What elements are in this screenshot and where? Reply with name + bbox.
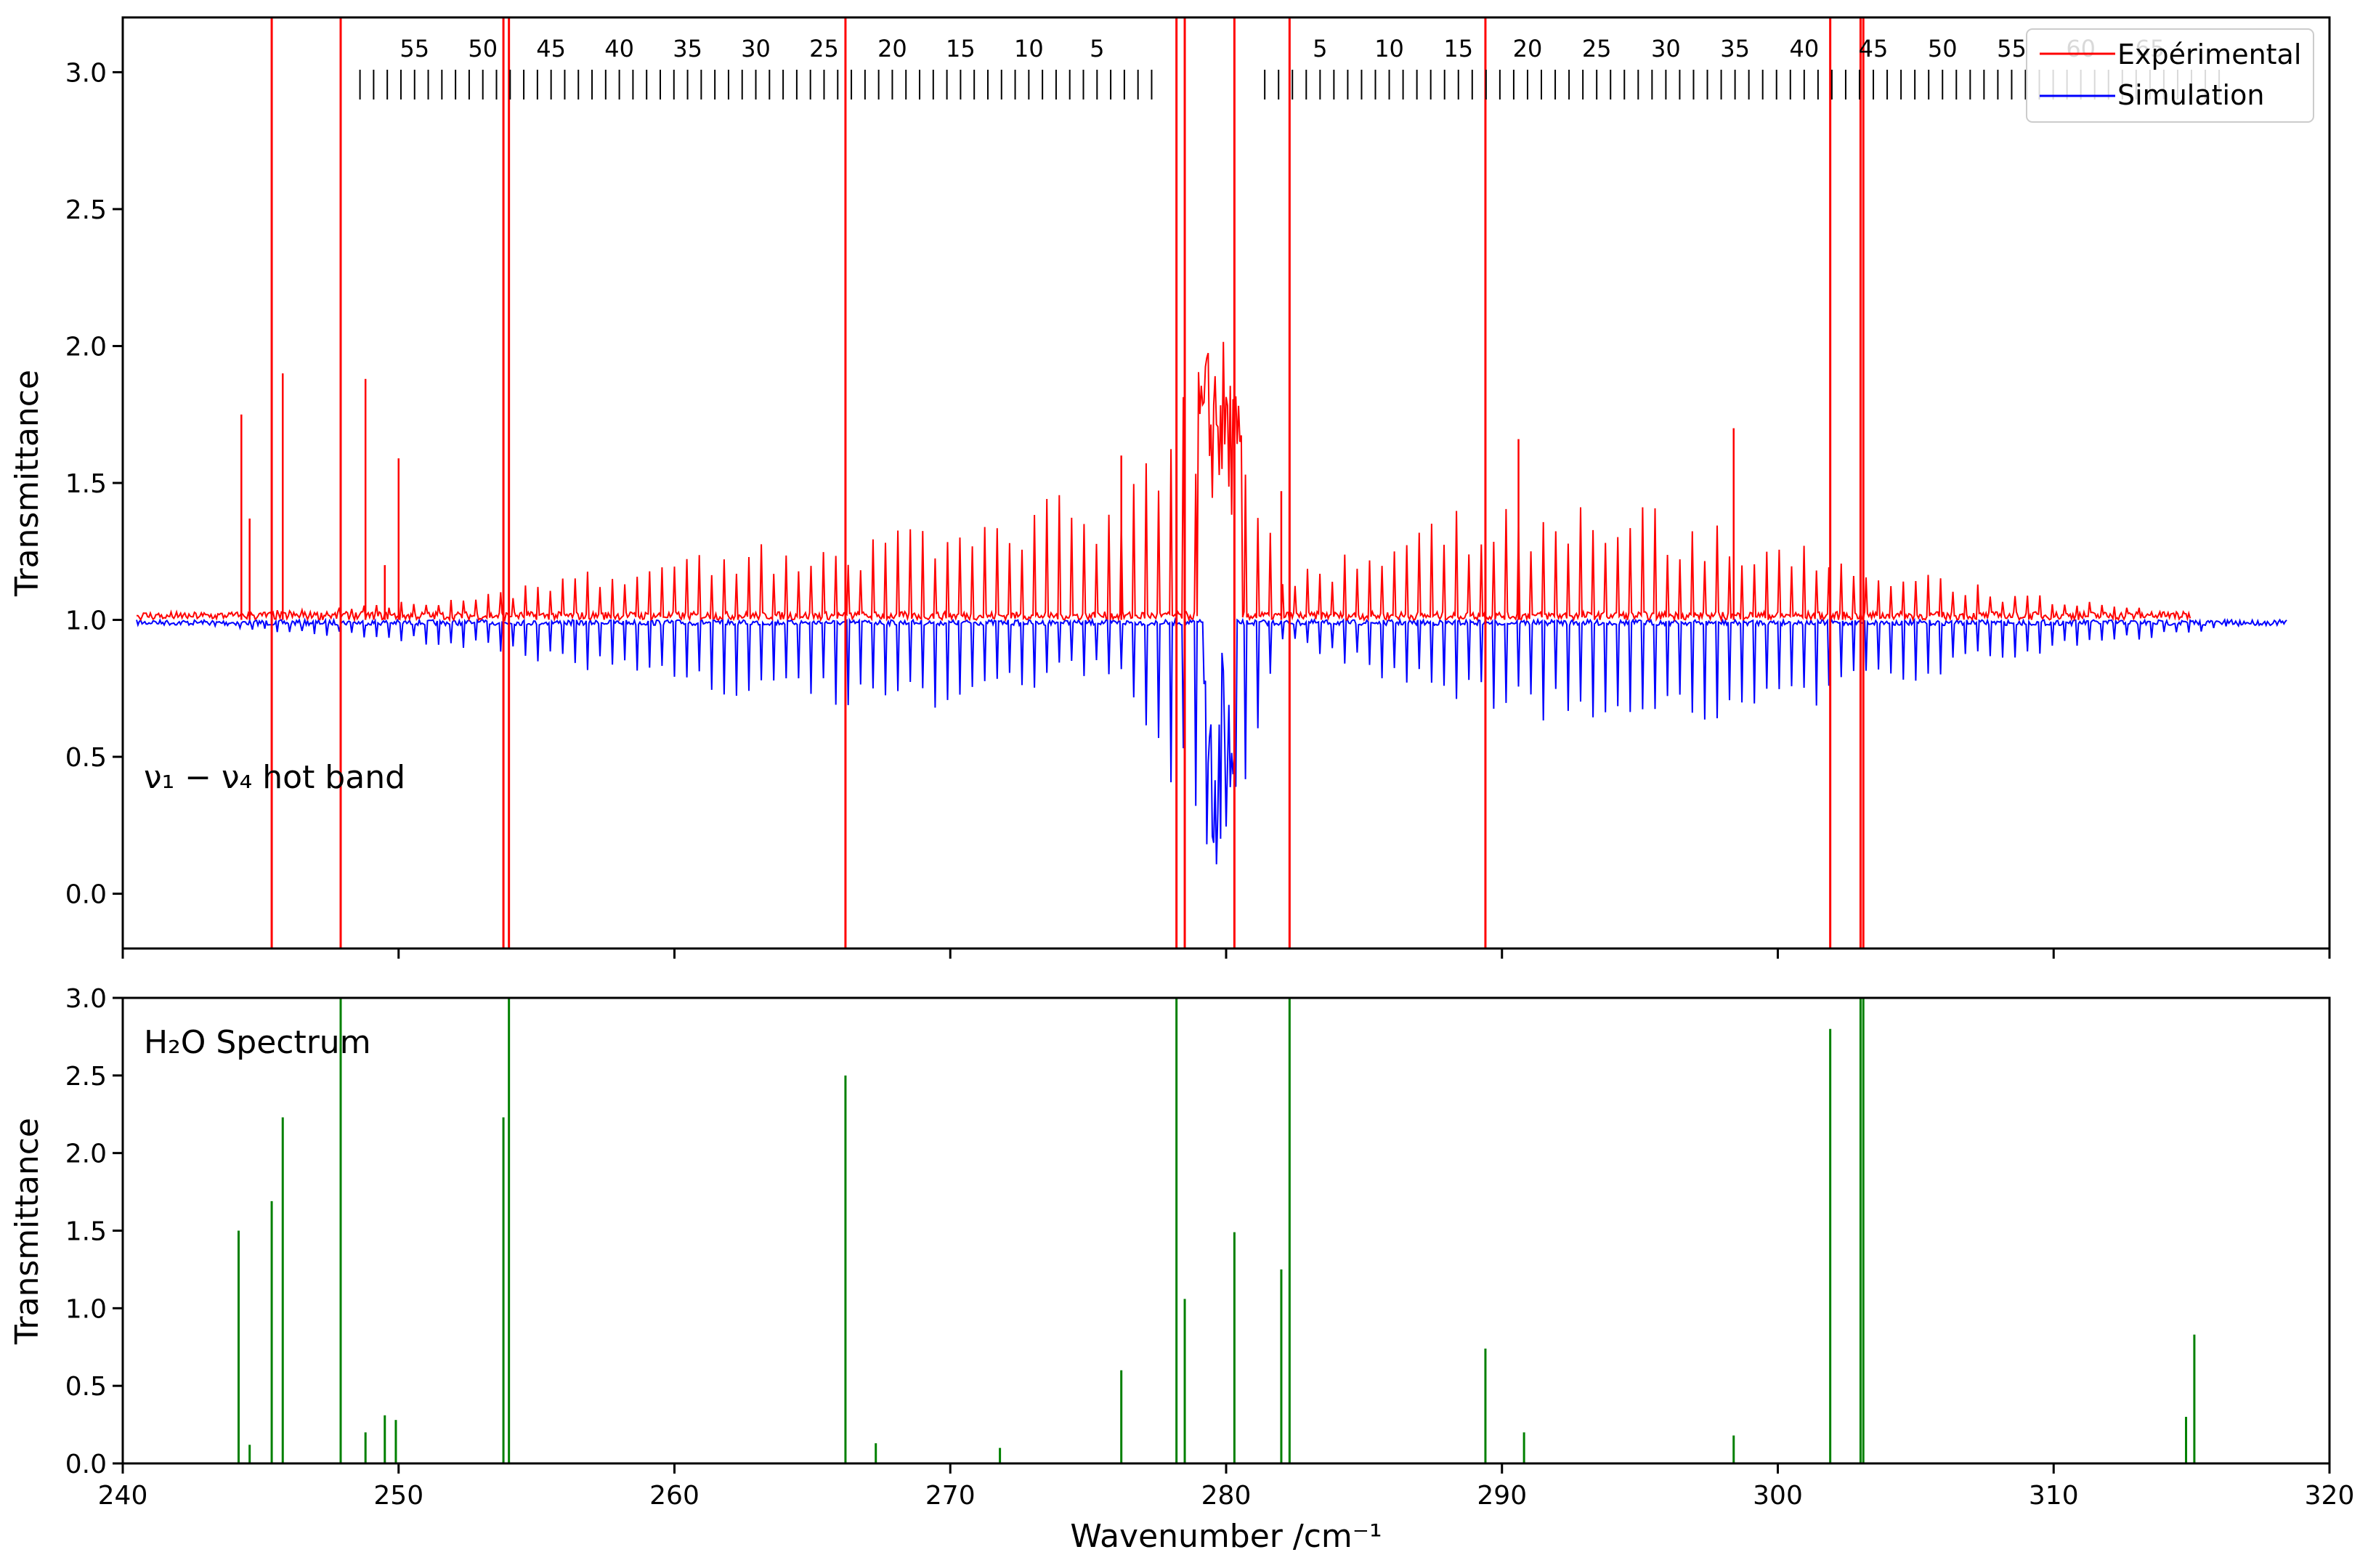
y-tick-label: 2.5 [65,1062,107,1092]
y-tick-label: 1.5 [65,469,107,499]
p-branch-label: 25 [809,35,839,62]
y-tick-label: 0.5 [65,743,107,773]
h2o-annotation: H₂O Spectrum [144,1024,371,1061]
r-branch-label: 20 [1513,35,1543,62]
x-tick-label: 320 [2305,1481,2355,1511]
x-tick-label: 280 [1201,1481,1252,1511]
legend-frame [2026,28,2314,123]
simulation-trace [136,617,2287,865]
y-tick-label: 1.5 [65,1217,107,1247]
bottom-y-ticks: 0.0 0.5 1.0 1.5 2.0 2.5 3.0 [65,984,123,1479]
bottom-panel: 0.0 0.5 1.0 1.5 2.0 2.5 3.0 240 250 260 270 280 290… [9,984,2354,1555]
r-branch-label: 5 [1313,35,1327,62]
y-tick-label: 0.5 [65,1372,107,1402]
p-branch-label: 5 [1090,35,1104,62]
top-plot-area [136,17,2287,948]
r-branch-label: 15 [1443,35,1473,62]
y-tick-label: 1.0 [65,606,107,636]
top-x-ticks [121,948,2331,959]
r-branch-label: 55 [1997,35,2027,62]
p-branch-label: 45 [536,35,566,62]
p-branch-label: 15 [946,35,976,62]
p-branch-label: 30 [741,35,771,62]
x-axis-label: Wavenumber /cm⁻¹ [1070,1518,1382,1555]
r-branch-label: 45 [1859,35,1889,62]
top-y-ticks: 0.0 0.5 1.0 1.5 2.0 2.5 3.0 [65,58,123,910]
legend-label-simulation: Simulation [2117,79,2264,111]
y-tick-label: 2.0 [65,332,107,362]
top-panel: 55 50 45 40 35 30 25 20 15 10 5 5 10 15 20 25 30 35 40 45 50… [9,16,2331,959]
hot-band-annotation: ν₁ − ν₄ hot band [144,759,405,796]
bottom-plot-area [237,998,2196,1463]
r-branch-label: 35 [1720,35,1750,62]
x-tick-label: 270 [925,1481,976,1511]
r-branch-label: 10 [1374,35,1404,62]
legend-label-experimental: Expérimental [2117,38,2301,70]
p-branch-label: 20 [877,35,907,62]
y-tick-label: 2.0 [65,1140,107,1169]
r-branch-label: 25 [1582,35,1612,62]
p-branch-label: 50 [468,35,498,62]
x-tick-label: 310 [2029,1481,2079,1511]
y-tick-label: 2.5 [65,195,107,225]
r-branch-label: 30 [1651,35,1681,62]
y-tick-label: 3.0 [65,984,107,1014]
x-tick-label: 290 [1477,1481,1527,1511]
p-branch-label: 55 [400,35,429,62]
y-tick-label: 3.0 [65,58,107,88]
experimental-trace [136,341,2191,623]
x-tick-label: 300 [1753,1481,1803,1511]
x-tick-label: 240 [98,1481,148,1511]
x-tick-label: 250 [373,1481,423,1511]
y-tick-label: 1.0 [65,1294,107,1324]
y-tick-label: 0.0 [65,1450,107,1479]
legend[interactable]: Expérimental Simulation [2026,28,2314,123]
r-branch-label: 40 [1789,35,1819,62]
bottom-x-ticks: 240 250 260 270 280 290 300 310 320 [98,1463,2355,1511]
y-tick-label: 0.0 [65,880,107,910]
x-tick-label: 260 [649,1481,700,1511]
r-branch-label: 50 [1928,35,1958,62]
p-branch-label: 10 [1014,35,1044,62]
bottom-y-axis-label: Transmittance [9,1118,46,1345]
p-branch-label: 40 [604,35,634,62]
top-y-axis-label: Transmittance [9,370,46,597]
p-branch-label: 35 [673,35,702,62]
